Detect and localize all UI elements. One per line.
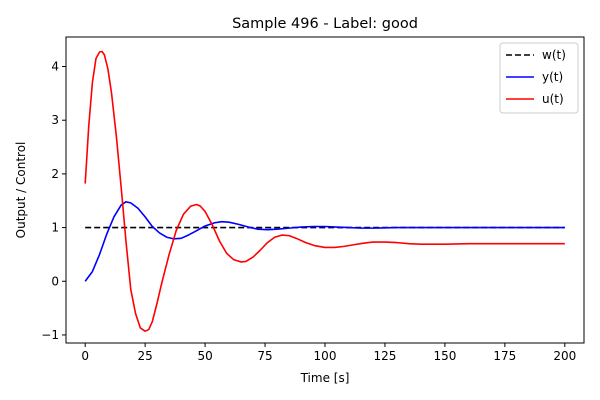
x-tick-label: 25 <box>137 349 152 363</box>
legend-entry: y(t) <box>542 70 563 84</box>
x-tick-label: 0 <box>81 349 89 363</box>
legend-entry: u(t) <box>542 92 564 106</box>
y-tick-label: 3 <box>51 113 59 127</box>
x-tick-label: 100 <box>314 349 337 363</box>
series-line-ut <box>84 50 565 332</box>
y-axis-label: Output / Control <box>14 142 28 239</box>
y-tick-label: 2 <box>51 167 59 181</box>
y-tick-label: −1 <box>41 328 59 342</box>
y-tick-label: 4 <box>51 60 59 74</box>
chart-title: Sample 496 - Label: good <box>232 16 418 32</box>
x-axis-label: Time [s] <box>300 371 350 385</box>
y-tick-label: 0 <box>51 274 59 288</box>
series-line-yt <box>84 201 565 282</box>
ticks-layer: 0 25 50 75 100 125 150 175 200 −1 0 1 2 3 4 <box>41 60 576 363</box>
x-tick-label: 50 <box>197 349 212 363</box>
x-tick-label: 125 <box>374 349 397 363</box>
x-tick-label: 175 <box>493 349 516 363</box>
y-tick-label: 1 <box>51 221 59 235</box>
legend-entry: w(t) <box>542 48 566 62</box>
legend-box <box>499 42 579 114</box>
legend: w(t) y(t) u(t) <box>499 42 579 114</box>
x-tick-label: 200 <box>553 349 576 363</box>
x-tick-label: 75 <box>257 349 272 363</box>
plot-layer <box>84 50 565 332</box>
x-tick-label: 150 <box>433 349 456 363</box>
